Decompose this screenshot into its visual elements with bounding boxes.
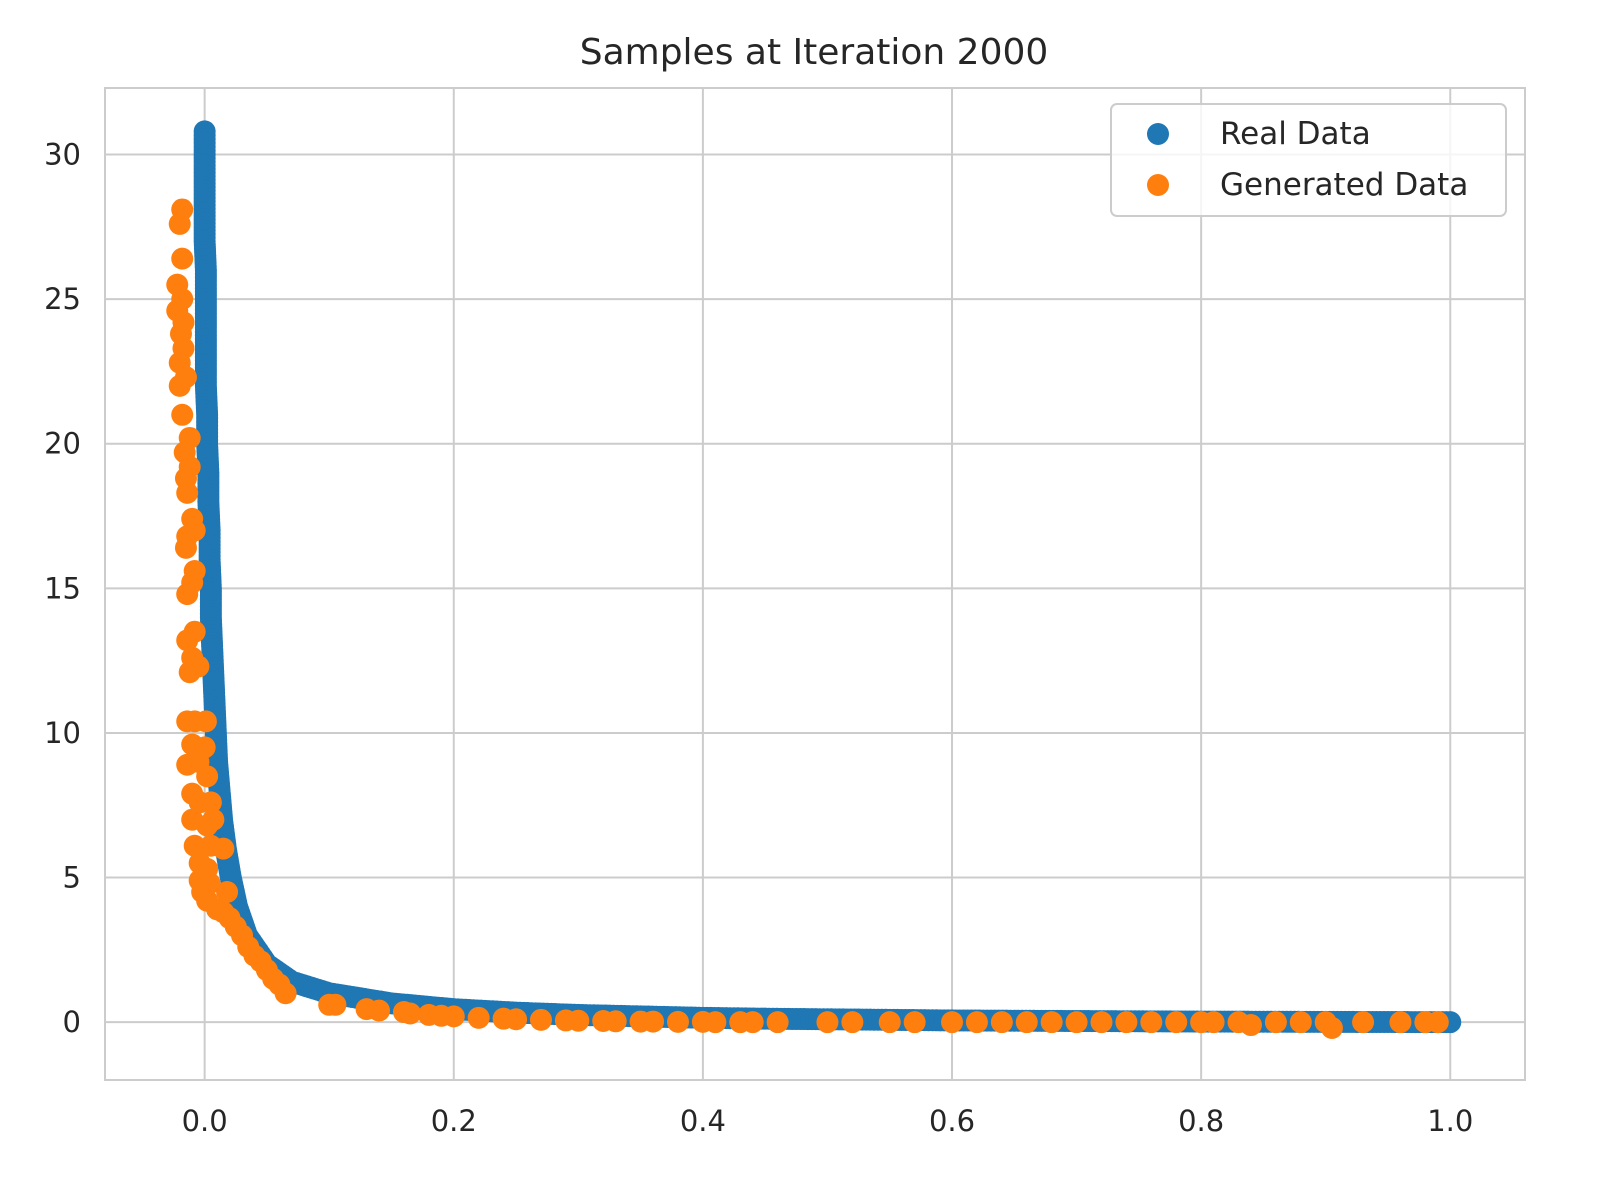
generated-data-point bbox=[168, 374, 191, 397]
generated-data-point bbox=[1015, 1011, 1038, 1034]
generated-data-point bbox=[324, 993, 347, 1016]
generated-data-point bbox=[1115, 1011, 1138, 1034]
generated-data-point bbox=[642, 1010, 665, 1033]
generated-data-point bbox=[1140, 1011, 1163, 1034]
x-tick-label: 0.8 bbox=[1178, 1104, 1224, 1138]
generated-data-point bbox=[176, 583, 199, 606]
generated-data-point bbox=[567, 1009, 590, 1032]
y-tick-label: 5 bbox=[63, 861, 81, 895]
generated-data-point bbox=[183, 834, 206, 857]
x-tick-label: 0.2 bbox=[431, 1104, 477, 1138]
legend: Real Data Generated Data bbox=[1110, 103, 1507, 217]
generated-data-point bbox=[841, 1011, 864, 1034]
generated-data-point bbox=[1289, 1011, 1312, 1034]
generated-data-point bbox=[168, 212, 191, 235]
y-tick-label: 25 bbox=[44, 282, 81, 316]
grid bbox=[105, 88, 1525, 1080]
plot-frame bbox=[104, 87, 1526, 1081]
y-tick-label: 30 bbox=[44, 138, 81, 172]
generated-data-point bbox=[1090, 1011, 1113, 1034]
generated-data-point bbox=[1264, 1011, 1287, 1034]
y-tick-label: 0 bbox=[63, 1005, 81, 1039]
generated-data-point bbox=[1065, 1011, 1088, 1034]
y-tick-label: 15 bbox=[44, 571, 81, 605]
generated-data-point bbox=[965, 1011, 988, 1034]
generated-data-point bbox=[1202, 1011, 1225, 1034]
generated-data-point bbox=[1389, 1011, 1412, 1034]
generated-data-point bbox=[1239, 1014, 1262, 1037]
x-tick-label: 0.0 bbox=[182, 1104, 228, 1138]
generated-data-point bbox=[1320, 1016, 1343, 1039]
series-generated-data bbox=[166, 198, 1449, 1039]
generated-data-point bbox=[1165, 1011, 1188, 1034]
generated-data-point bbox=[176, 629, 199, 652]
generated-data-point bbox=[212, 837, 235, 860]
generated-data-point bbox=[171, 247, 194, 270]
generated-data-point bbox=[199, 791, 222, 814]
y-tick-label: 20 bbox=[44, 427, 81, 461]
generated-data-point bbox=[399, 1002, 422, 1025]
generated-data-point bbox=[505, 1008, 528, 1031]
generated-data-point bbox=[442, 1005, 465, 1028]
generated-data-point bbox=[467, 1006, 490, 1029]
x-tick-label: 1.0 bbox=[1427, 1104, 1473, 1138]
x-tick-label: 0.6 bbox=[929, 1104, 975, 1138]
generated-data-point bbox=[604, 1010, 627, 1033]
generated-data-point bbox=[766, 1011, 789, 1034]
generated-data-point bbox=[176, 481, 199, 504]
generated-data-point bbox=[878, 1011, 901, 1034]
generated-data-point bbox=[529, 1008, 552, 1031]
series-layer bbox=[166, 120, 1462, 1039]
generated-data-point bbox=[741, 1011, 764, 1034]
legend-marker-real-data bbox=[1147, 123, 1169, 145]
x-tick-label: 0.4 bbox=[680, 1104, 726, 1138]
generated-data-point bbox=[990, 1011, 1013, 1034]
generated-data-point bbox=[1352, 1011, 1375, 1034]
generated-data-point bbox=[194, 710, 217, 733]
generated-data-point bbox=[196, 765, 219, 788]
generated-data-point bbox=[368, 999, 391, 1022]
generated-data-point bbox=[274, 982, 297, 1005]
generated-data-point bbox=[216, 881, 239, 904]
legend-label-generated-data: Generated Data bbox=[1220, 167, 1468, 203]
generated-data-point bbox=[666, 1010, 689, 1033]
legend-box bbox=[1110, 103, 1507, 217]
generated-data-point bbox=[171, 403, 194, 426]
generated-data-point bbox=[1426, 1011, 1449, 1034]
legend-label-real-data: Real Data bbox=[1220, 116, 1371, 152]
legend-marker-generated-data bbox=[1147, 174, 1169, 196]
generated-data-point bbox=[202, 808, 225, 831]
chart-title: Samples at Iteration 2000 bbox=[580, 32, 1049, 73]
generated-data-point bbox=[1040, 1011, 1063, 1034]
generated-data-point bbox=[174, 536, 197, 559]
generated-data-point bbox=[187, 655, 210, 678]
generated-data-point bbox=[704, 1011, 727, 1034]
tick-labels: 0.0 0.2 0.4 0.6 0.8 1.0 0 5 10 15 20 25 30 bbox=[44, 138, 1473, 1138]
generated-data-point bbox=[903, 1011, 926, 1034]
generated-data-point bbox=[941, 1011, 964, 1034]
y-tick-label: 10 bbox=[44, 716, 81, 750]
generated-data-point bbox=[816, 1011, 839, 1034]
